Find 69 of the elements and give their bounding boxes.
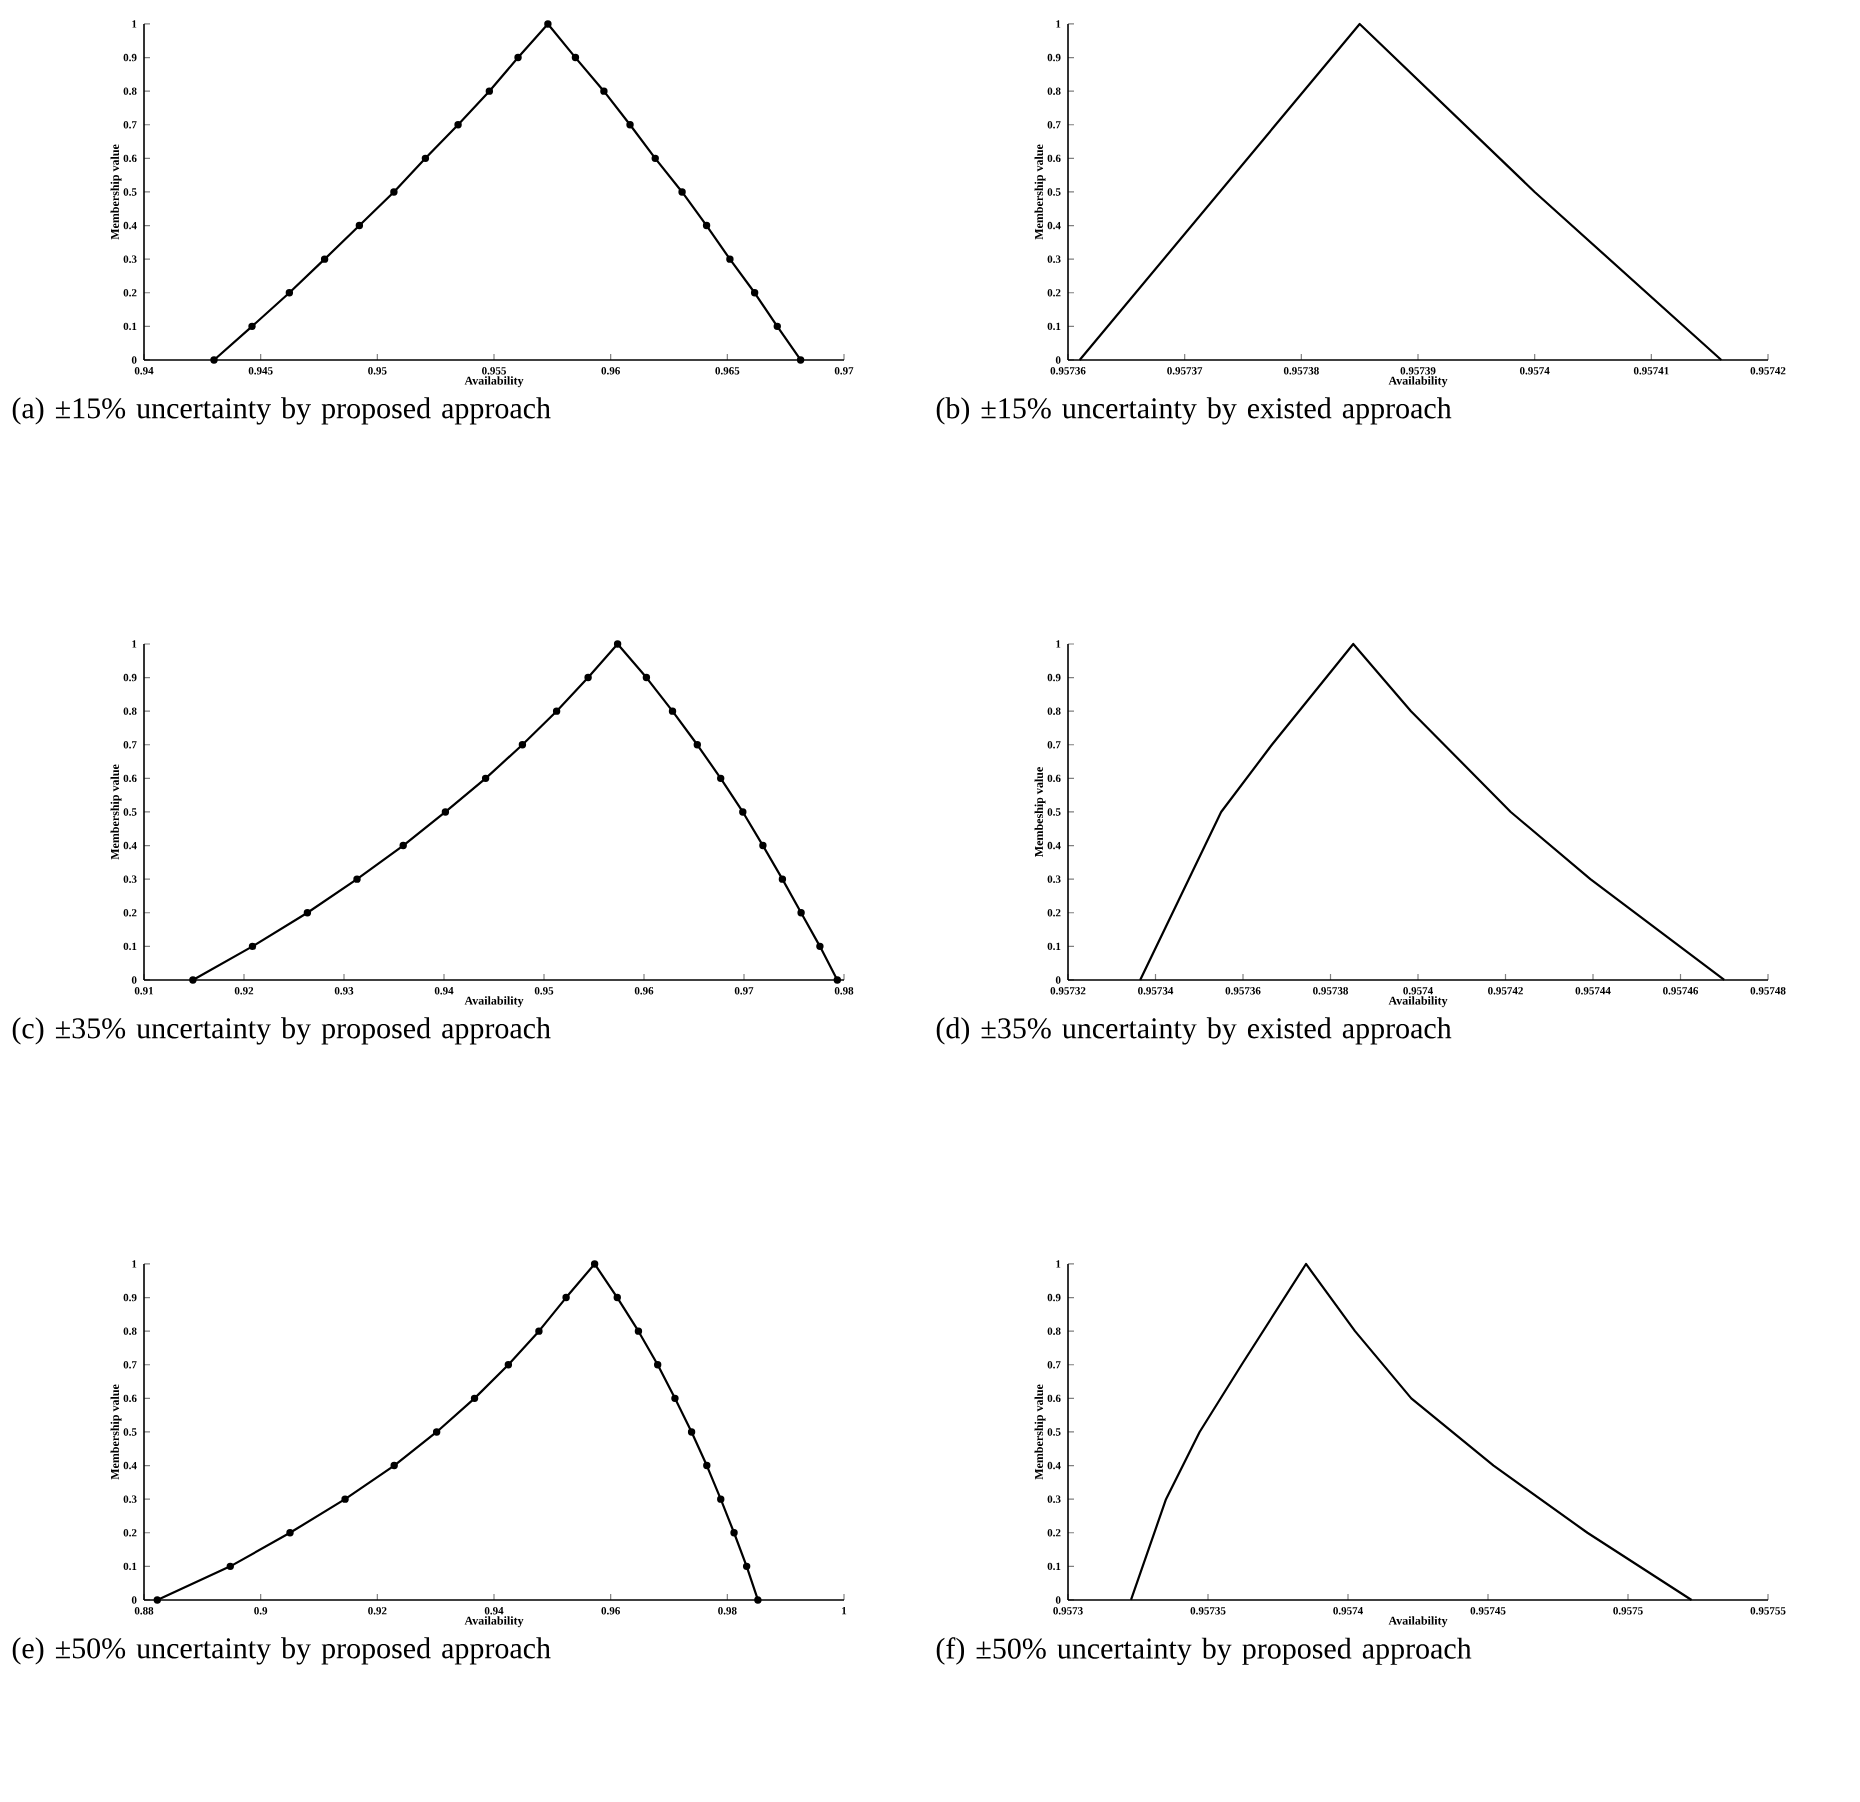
point	[153, 1596, 162, 1604]
point	[653, 1361, 662, 1369]
point	[286, 1529, 294, 1537]
point	[355, 221, 364, 230]
point	[730, 1529, 738, 1537]
point	[797, 909, 805, 917]
point	[703, 1461, 711, 1470]
point	[544, 20, 552, 28]
point	[421, 154, 430, 163]
point	[432, 1428, 441, 1436]
point	[353, 875, 361, 883]
point	[562, 1293, 570, 1302]
point	[535, 1327, 543, 1335]
point	[470, 1394, 479, 1403]
point	[754, 1596, 762, 1604]
point	[341, 1495, 349, 1503]
point	[390, 188, 398, 196]
point	[759, 841, 767, 850]
point	[518, 741, 527, 749]
point	[717, 1495, 725, 1503]
point	[642, 673, 651, 682]
point	[742, 1562, 751, 1571]
point	[687, 1428, 696, 1436]
text: (c) ±35% uncertainty by proposed approach	[12, 1017, 551, 1045]
point	[816, 942, 824, 951]
point	[796, 356, 805, 364]
text: (b) ±15% uncertainty by existed approach	[936, 397, 1452, 425]
point	[613, 640, 622, 648]
point	[671, 1394, 679, 1403]
point	[514, 53, 522, 62]
point	[248, 322, 256, 331]
text: (a) ±15% uncertainty by proposed approach	[12, 397, 551, 425]
point	[613, 1293, 621, 1302]
point	[390, 1461, 398, 1470]
point	[726, 255, 734, 263]
text: (d) ±35% uncertainty by existed approach	[936, 1017, 1452, 1045]
point	[399, 841, 407, 850]
point	[504, 1361, 513, 1369]
point	[303, 909, 312, 917]
point	[750, 289, 759, 297]
text: (f) ±50% uncertainty by proposed approach	[936, 1637, 1472, 1665]
point	[678, 188, 686, 196]
point	[739, 808, 747, 816]
point	[651, 154, 659, 163]
text: (e) ±50% uncertainty by proposed approach	[12, 1637, 551, 1665]
point	[571, 53, 580, 62]
point	[285, 289, 294, 297]
point	[189, 976, 197, 984]
point	[833, 976, 842, 984]
point	[210, 356, 218, 364]
point	[773, 322, 781, 331]
point	[248, 942, 257, 951]
point	[584, 673, 592, 682]
point	[590, 1260, 599, 1268]
point	[226, 1562, 234, 1571]
point	[481, 774, 490, 783]
point	[552, 707, 561, 715]
point	[320, 255, 329, 263]
point	[668, 707, 677, 715]
point	[778, 875, 787, 883]
point	[441, 808, 450, 816]
point	[717, 774, 725, 783]
point	[702, 221, 711, 230]
point	[693, 741, 701, 749]
point	[600, 87, 608, 95]
point	[485, 87, 494, 95]
point	[626, 121, 634, 129]
point	[454, 121, 462, 129]
point	[634, 1327, 643, 1335]
